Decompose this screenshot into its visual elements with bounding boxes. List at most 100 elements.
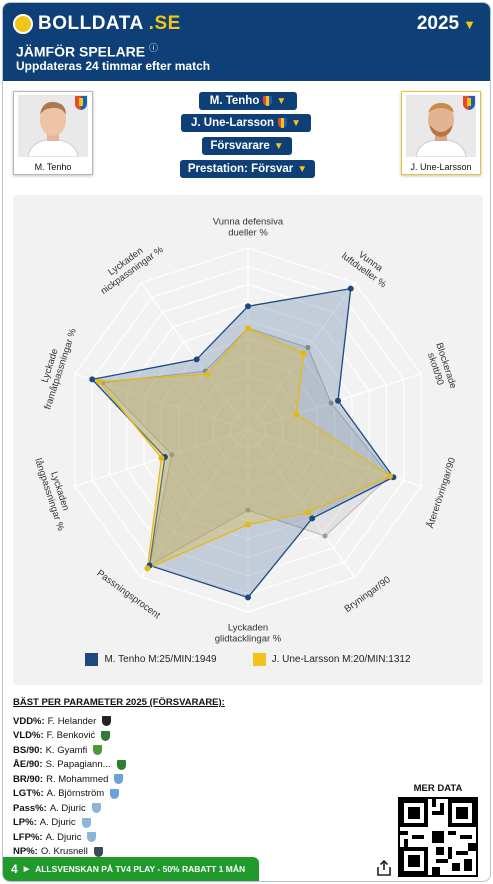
series-point-2 (386, 473, 393, 480)
grid-spoke (247, 282, 356, 431)
best-row-player: F. Benković (46, 730, 96, 742)
position-select[interactable]: Försvarare ▼ (202, 137, 292, 155)
legend-item-player1[interactable]: M. Tenho M:25/MIN:1949 (85, 653, 217, 666)
radar-svg: Vunna defensiva dueller % Vunnaluftdueller… (32, 217, 459, 645)
series-point-2 (245, 521, 251, 528)
year-select[interactable]: 2025 ▼ (417, 13, 476, 35)
series-point-2 (144, 565, 151, 572)
year-value: 2025 (416, 13, 460, 34)
best-row-key: LP%: (13, 817, 37, 829)
series-point-2 (245, 325, 251, 332)
best-row-player: K. Gyamfi (45, 744, 88, 756)
best-row-key: BR/90: (13, 773, 44, 785)
axis-label: Lyckadenlångpassningar % (32, 454, 76, 533)
brand-name: BOLLDATA (38, 13, 144, 34)
series-point-2 (304, 509, 311, 516)
series-point-1 (335, 397, 342, 404)
reference-point (328, 400, 334, 406)
reference-point (305, 345, 311, 351)
legend-swatch (85, 653, 99, 666)
club-badge-icon (75, 96, 87, 110)
best-row-key: LGT%: (13, 788, 44, 800)
best-row[interactable]: ÅE/90: S. Papagiann... (13, 758, 273, 773)
best-row-key: LFP%: (13, 831, 43, 843)
series-point-2 (293, 411, 300, 418)
axis-label: Blockeradeskott/90 (423, 341, 459, 393)
ball-icon (13, 14, 33, 34)
club-badge-icon (116, 759, 126, 770)
player1-select-value: M. Tenho (209, 95, 260, 107)
legend-item-player2[interactable]: J. Une-Larsson M:20/MIN:1312 (252, 653, 411, 666)
header: BOLLDATA .SE 2025 ▼ JÄMFÖR SPELARE ⓘ Uppd… (3, 3, 490, 81)
player2-select[interactable]: J. Une-Larsson ▼ (181, 114, 311, 132)
reference-point (169, 452, 175, 458)
player-card-name: J. Une-Larsson (410, 162, 472, 172)
series-point-2 (204, 371, 211, 378)
chevron-down-icon: ▼ (276, 95, 287, 107)
best-row-player: O. Krusnell (40, 846, 88, 858)
chevron-down-icon: ▼ (291, 117, 301, 129)
promo-banner[interactable]: 4 ▶ ALLSVENSKAN PÅ TV4 PLAY - 50% RABATT… (3, 857, 259, 881)
best-row[interactable]: LP%: A. Djuric (13, 816, 273, 831)
brand-logo[interactable]: BOLLDATA .SE (13, 13, 181, 35)
series-point-2 (158, 455, 165, 462)
best-row-player: A. Djuric (45, 831, 82, 843)
qr-code[interactable] (398, 797, 478, 877)
best-row[interactable]: BR/90: R. Mohammed (13, 772, 273, 787)
axis-label: Återerövringar/90 (425, 456, 458, 529)
chevron-down-icon: ▼ (463, 16, 476, 32)
best-row[interactable]: BS/90: K. Gyamfi (13, 743, 273, 758)
performance-select-value: Prestation: Försvar (187, 163, 294, 175)
best-row-key: NP%: (13, 846, 38, 858)
club-badge-icon (101, 730, 111, 741)
axis-label: Bryningar/90 (343, 574, 393, 615)
brand-suffix: .SE (148, 13, 181, 34)
player-card-2[interactable]: J. Une-Larsson (401, 91, 481, 175)
best-row-key: ÅE/90: (13, 759, 43, 771)
series-point-1 (193, 356, 200, 363)
best-row[interactable]: NP%: O. Krusnell (13, 845, 273, 860)
grid-spoke (247, 373, 422, 431)
best-row[interactable]: LGT%: A. Björnström (13, 787, 273, 802)
axis-label: Passningsprocent (95, 568, 163, 621)
club-badge-icon (87, 832, 97, 843)
best-row-player: S. Papagiann... (45, 759, 111, 771)
player1-select[interactable]: M. Tenho ▼ (199, 92, 297, 110)
series-point-2 (300, 350, 307, 357)
best-row-player: R. Mohammed (46, 773, 109, 785)
page-subtitle: Uppdateras 24 timmar efter match (16, 59, 211, 73)
player-card-1[interactable]: M. Tenho (13, 91, 93, 175)
promo-text: ALLSVENSKAN PÅ TV4 PLAY - 50% RABATT 1 M… (35, 864, 246, 874)
club-badge-icon (278, 118, 288, 128)
radar-chart: Vunna defensiva dueller % Vunnaluftdueller… (13, 195, 483, 685)
best-row-key: Pass%: (13, 802, 47, 814)
best-row[interactable]: LFP%: A. Djuric (13, 830, 273, 845)
club-badge-icon (110, 788, 120, 799)
play-icon: ▶ (23, 866, 30, 873)
chart-legend: M. Tenho M:25/MIN:1949 J. Une-Larsson M:… (13, 653, 483, 666)
chevron-down-icon: ▼ (273, 140, 284, 152)
best-row[interactable]: VDD%: F. Helander (13, 714, 273, 729)
best-row[interactable]: Pass%: A. Djuric (13, 801, 273, 816)
axis-label: Lyckaden glidtacklingar % (215, 623, 282, 645)
series-point-2 (96, 378, 103, 385)
grid-spoke (247, 429, 356, 578)
best-row-player: A. Djuric (39, 817, 76, 829)
performance-select[interactable]: Prestation: Försvar ▼ (180, 160, 315, 178)
club-badge-icon (102, 716, 112, 727)
best-row[interactable]: VLD%: F. Benković (13, 729, 273, 744)
info-icon[interactable]: ⓘ (149, 43, 159, 53)
reference-point (322, 533, 328, 539)
axis-label: Vunna defensiva dueller % (213, 217, 284, 239)
chevron-down-icon: ▼ (297, 163, 308, 175)
axis-label: Lyckadeframåtpassningar % (32, 323, 79, 411)
share-icon[interactable] (375, 859, 393, 877)
series-point-1 (309, 515, 316, 522)
legend-swatch (252, 653, 266, 666)
series-point-1 (245, 303, 251, 310)
position-select-value: Försvarare (210, 140, 270, 152)
club-badge-icon (91, 803, 101, 814)
best-row-player: A. Djuric (49, 802, 86, 814)
series-point-1 (347, 285, 354, 292)
